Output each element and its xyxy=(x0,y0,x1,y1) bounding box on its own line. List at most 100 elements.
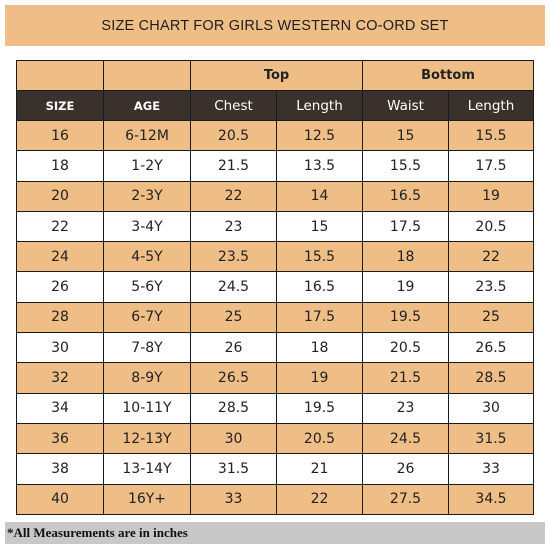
column-header-row: SIZE AGE Chest Length Waist Length xyxy=(16,90,535,121)
cell-age: 2-3Y xyxy=(103,180,191,212)
cell-waist: 18 xyxy=(362,241,450,273)
cell-waist: 19.5 xyxy=(362,301,450,334)
table-row: 34 10-11Y 28.5 19.5 23 30 xyxy=(16,392,535,424)
group-header-empty xyxy=(16,60,104,91)
cell-top-length: 19 xyxy=(275,362,364,394)
size-chart-table: Top Bottom SIZE AGE Chest Length Waist L… xyxy=(16,60,535,515)
cell-waist: 16.5 xyxy=(362,180,450,212)
column-header-waist: Waist xyxy=(362,90,450,121)
cell-waist: 20.5 xyxy=(362,332,450,364)
footnote-text: *All Measurements are in inches xyxy=(7,525,188,540)
cell-age: 4-5Y xyxy=(103,241,191,273)
group-header-bottom: Bottom xyxy=(362,60,535,91)
cell-bottom-length: 20.5 xyxy=(448,210,535,243)
cell-chest: 26.5 xyxy=(190,362,277,394)
cell-top-length: 13.5 xyxy=(275,150,364,182)
cell-size: 30 xyxy=(16,332,104,364)
cell-bottom-length: 19 xyxy=(448,180,535,212)
cell-top-length: 17.5 xyxy=(275,301,364,334)
cell-bottom-length: 22 xyxy=(448,241,535,273)
cell-top-length: 15 xyxy=(275,210,364,243)
cell-waist: 23 xyxy=(362,392,450,424)
cell-bottom-length: 33 xyxy=(448,453,535,485)
cell-bottom-length: 17.5 xyxy=(448,150,535,182)
cell-chest: 25 xyxy=(190,301,277,334)
table-row: 22 3-4Y 23 15 17.5 20.5 xyxy=(16,210,535,243)
cell-chest: 22 xyxy=(190,180,277,212)
cell-waist: 26 xyxy=(362,453,450,485)
cell-top-length: 20.5 xyxy=(275,422,364,455)
cell-chest: 28.5 xyxy=(190,392,277,424)
cell-bottom-length: 30 xyxy=(448,392,535,424)
cell-age: 1-2Y xyxy=(103,150,191,182)
cell-age: 12-13Y xyxy=(103,422,191,455)
cell-age: 8-9Y xyxy=(103,362,191,394)
cell-bottom-length: 15.5 xyxy=(448,119,535,152)
column-header-size: SIZE xyxy=(16,90,104,121)
group-header-row: Top Bottom xyxy=(16,60,535,91)
cell-age: 6-7Y xyxy=(103,301,191,334)
cell-age: 13-14Y xyxy=(103,453,191,485)
cell-age: 5-6Y xyxy=(103,271,191,303)
cell-size: 18 xyxy=(16,150,104,182)
cell-size: 34 xyxy=(16,392,104,424)
cell-bottom-length: 34.5 xyxy=(448,483,535,515)
chart-title-bar: SIZE CHART FOR GIRLS WESTERN CO-ORD SET xyxy=(5,5,545,46)
cell-size: 22 xyxy=(16,210,104,243)
cell-top-length: 18 xyxy=(275,332,364,364)
page-title: SIZE CHART FOR GIRLS WESTERN CO-ORD SET xyxy=(101,17,449,34)
cell-size: 20 xyxy=(16,180,104,212)
table-row: 30 7-8Y 26 18 20.5 26.5 xyxy=(16,332,535,364)
footnote-bar: *All Measurements are in inches xyxy=(5,522,545,544)
table-row: 40 16Y+ 33 22 27.5 34.5 xyxy=(16,483,535,515)
cell-size: 26 xyxy=(16,271,104,303)
cell-age: 16Y+ xyxy=(103,483,191,515)
table-row: 32 8-9Y 26.5 19 21.5 28.5 xyxy=(16,362,535,394)
cell-size: 16 xyxy=(16,119,104,152)
group-header-top: Top xyxy=(189,60,364,91)
cell-waist: 27.5 xyxy=(362,483,450,515)
cell-bottom-length: 28.5 xyxy=(448,362,535,394)
cell-chest: 33 xyxy=(190,483,277,515)
cell-waist: 19 xyxy=(362,271,450,303)
cell-waist: 24.5 xyxy=(362,422,450,455)
cell-waist: 21.5 xyxy=(362,362,450,394)
cell-chest: 23 xyxy=(190,210,277,243)
cell-bottom-length: 31.5 xyxy=(448,422,535,455)
cell-age: 7-8Y xyxy=(103,332,191,364)
cell-bottom-length: 23.5 xyxy=(448,271,535,303)
cell-size: 40 xyxy=(16,483,104,515)
table-row: 24 4-5Y 23.5 15.5 18 22 xyxy=(16,241,535,273)
cell-bottom-length: 25 xyxy=(448,301,535,334)
cell-age: 3-4Y xyxy=(103,210,191,243)
column-header-chest: Chest xyxy=(190,90,277,121)
table-row: 36 12-13Y 30 20.5 24.5 31.5 xyxy=(16,422,535,455)
cell-chest: 30 xyxy=(190,422,277,455)
cell-size: 24 xyxy=(16,241,104,273)
cell-waist: 17.5 xyxy=(362,210,450,243)
cell-size: 38 xyxy=(16,453,104,485)
cell-top-length: 15.5 xyxy=(275,241,364,273)
cell-chest: 26 xyxy=(190,332,277,364)
cell-top-length: 14 xyxy=(275,180,364,212)
cell-chest: 31.5 xyxy=(190,453,277,485)
table-row: 20 2-3Y 22 14 16.5 19 xyxy=(16,180,535,212)
cell-size: 36 xyxy=(16,422,104,455)
table-row: 26 5-6Y 24.5 16.5 19 23.5 xyxy=(16,271,535,303)
cell-top-length: 16.5 xyxy=(275,271,364,303)
cell-size: 28 xyxy=(16,301,104,334)
column-header-bottom-length: Length xyxy=(448,90,535,121)
cell-chest: 23.5 xyxy=(190,241,277,273)
cell-top-length: 21 xyxy=(275,453,364,485)
cell-top-length: 19.5 xyxy=(275,392,364,424)
cell-age: 6-12M xyxy=(103,119,191,152)
column-header-age: AGE xyxy=(103,90,191,121)
cell-size: 32 xyxy=(16,362,104,394)
cell-waist: 15 xyxy=(362,119,450,152)
cell-bottom-length: 26.5 xyxy=(448,332,535,364)
cell-chest: 21.5 xyxy=(190,150,277,182)
table-row: 18 1-2Y 21.5 13.5 15.5 17.5 xyxy=(16,150,535,182)
table-row: 28 6-7Y 25 17.5 19.5 25 xyxy=(16,301,535,334)
cell-chest: 24.5 xyxy=(190,271,277,303)
table-row: 38 13-14Y 31.5 21 26 33 xyxy=(16,453,535,485)
